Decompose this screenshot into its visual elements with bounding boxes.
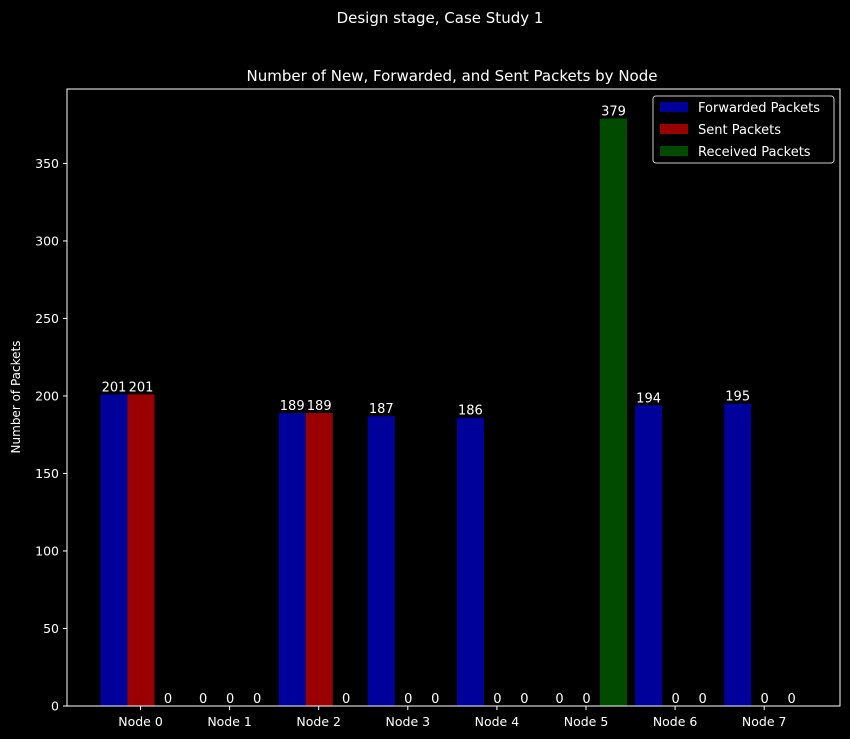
bar-value-label: 0: [199, 692, 207, 707]
y-tick-label: 150: [35, 466, 59, 481]
y-tick-label: 200: [35, 388, 59, 403]
x-axis: Node 0 Node 1 Node 2 Node 3 Node 4 Node 5 Node…: [118, 706, 786, 729]
x-tick-label: Node 4: [475, 714, 520, 729]
legend-label-sent: Sent Packets: [698, 123, 781, 138]
bar-value-label: 0: [493, 692, 501, 707]
bar-value-label: 186: [458, 404, 483, 419]
bar-value-label: 0: [253, 692, 261, 707]
legend-box: [652, 95, 835, 164]
chart-title: Number of New, Forwarded, and Sent Packe…: [247, 67, 658, 85]
x-tick-label: Node 2: [296, 714, 341, 729]
x-tick-label: Node 3: [386, 714, 431, 729]
plot-frame: [66, 88, 841, 707]
bar-value-label: 0: [671, 692, 679, 707]
bar-value-label: 0: [164, 692, 172, 707]
y-tick-label: 0: [51, 699, 59, 714]
bar-value-label: 0: [431, 692, 439, 707]
bar-value-label: 0: [788, 692, 796, 707]
bar-value-label: 189: [307, 399, 332, 414]
legend-label-forwarded: Forwarded Packets: [698, 101, 820, 116]
bar-forwarded-node-4: [456, 417, 484, 706]
bar-forwarded-node-3: [367, 416, 395, 706]
bar-forwarded-node-0: [100, 394, 128, 706]
bar-value-label: 0: [555, 692, 563, 707]
bar-value-label: 189: [280, 399, 305, 414]
bar-value-label: 194: [636, 391, 661, 406]
figure-suptitle: Design stage, Case Study 1: [337, 9, 544, 27]
legend-label-received: Received Packets: [698, 145, 811, 160]
y-tick-label: 350: [35, 156, 59, 171]
bar-labels-layer: 201 201 0 0 0 0 189 189 0 187 0 0 186 0 0 0 0 379 194 0 0 195…: [102, 104, 796, 707]
bar-value-label: 0: [698, 692, 706, 707]
bar-sent-node-0: [127, 394, 155, 706]
bar-sent-node-2: [305, 413, 333, 706]
bar-value-label: 201: [129, 380, 154, 395]
x-tick-label: Node 5: [564, 714, 609, 729]
bar-forwarded-node-2: [278, 413, 306, 706]
y-tick-label: 250: [35, 311, 59, 326]
bar-value-label: 0: [342, 692, 350, 707]
y-tick-label: 50: [43, 621, 59, 636]
bar-value-label: 201: [102, 380, 127, 395]
bar-value-label: 0: [582, 692, 590, 707]
bar-value-label: 379: [601, 104, 626, 119]
legend: Forwarded Packets Sent Packets Received …: [652, 95, 835, 164]
x-tick-label: Node 7: [742, 714, 787, 729]
legend-swatch-forwarded: [660, 102, 688, 112]
bar-value-label: 195: [725, 390, 750, 405]
y-tick-label: 100: [35, 543, 59, 558]
bar-value-label: 0: [761, 692, 769, 707]
legend-swatch-received: [660, 146, 688, 156]
bar-value-label: 0: [520, 692, 528, 707]
bar-forwarded-node-6: [635, 405, 663, 706]
bar-value-label: 0: [226, 692, 234, 707]
bar-value-label: 0: [404, 692, 412, 707]
legend-swatch-sent: [660, 124, 688, 134]
bars-layer: [100, 118, 752, 706]
bar-value-label: 187: [369, 402, 394, 417]
x-tick-label: Node 0: [118, 714, 163, 729]
x-tick-label: Node 1: [207, 714, 252, 729]
y-tick-label: 300: [35, 233, 59, 248]
y-axis-label: Number of Packets: [9, 341, 23, 454]
bar-forwarded-node-7: [724, 403, 752, 706]
bar-received-node-5: [600, 118, 627, 706]
y-axis: 0 50 100 150 200 250 300 350: [35, 156, 67, 714]
x-tick-label: Node 6: [653, 714, 698, 729]
